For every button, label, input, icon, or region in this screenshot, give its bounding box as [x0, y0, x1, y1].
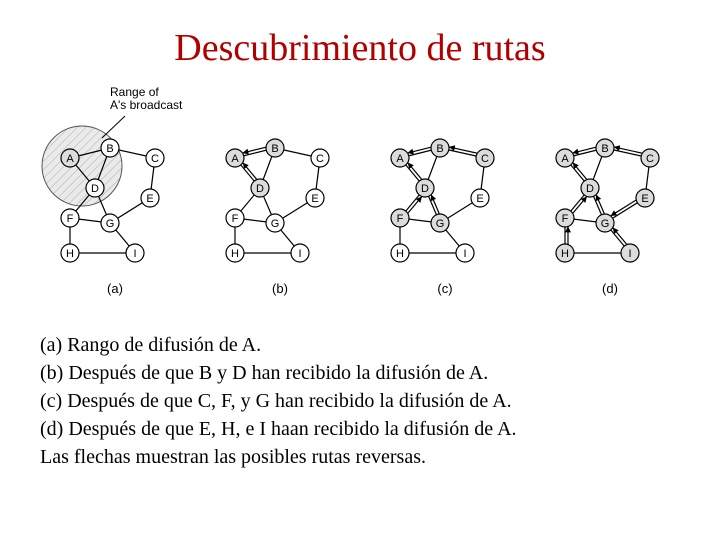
- diagram-panel-a: A B C D E F G H I (a): [40, 88, 190, 318]
- svg-text:A: A: [231, 153, 239, 165]
- svg-text:A: A: [561, 153, 569, 165]
- svg-text:H: H: [396, 248, 404, 260]
- caption-d: (d) Después de que E, H, e I haan recibi…: [40, 416, 680, 442]
- svg-text:D: D: [256, 183, 264, 195]
- svg-text:F: F: [397, 213, 404, 225]
- diagram-panel-d: A B C D E F G H I (d): [535, 88, 685, 318]
- svg-text:H: H: [66, 248, 74, 260]
- caption-list: (a) Rango de difusión de A. (b) Después …: [40, 332, 680, 470]
- svg-text:G: G: [601, 218, 610, 230]
- svg-text:G: G: [271, 218, 280, 230]
- svg-text:E: E: [476, 193, 483, 205]
- figure-area: Range of A's broadcast ABCDEFGHI(a) ABCD…: [40, 88, 680, 318]
- diagram-panel-b: A B C D E F G H I (b): [205, 88, 355, 318]
- page-title: Descubrimiento de rutas: [40, 26, 680, 70]
- svg-text:I: I: [463, 248, 466, 260]
- caption-a: (a) Rango de difusión de A.: [40, 332, 680, 358]
- svg-text:D: D: [91, 183, 99, 195]
- svg-text:G: G: [106, 218, 115, 230]
- svg-text:C: C: [151, 153, 159, 165]
- svg-text:I: I: [298, 248, 301, 260]
- svg-text:C: C: [481, 153, 489, 165]
- svg-text:(a): (a): [107, 281, 123, 296]
- svg-text:C: C: [316, 153, 324, 165]
- svg-text:E: E: [641, 193, 648, 205]
- svg-text:H: H: [561, 248, 569, 260]
- svg-text:A: A: [66, 153, 74, 165]
- svg-text:G: G: [436, 218, 445, 230]
- svg-text:B: B: [106, 143, 113, 155]
- svg-text:F: F: [232, 213, 239, 225]
- caption-note: Las flechas muestran las posibles rutas …: [40, 444, 680, 470]
- svg-text:I: I: [133, 248, 136, 260]
- diagram-panel-c: A B C D E F G H I (c): [370, 88, 520, 318]
- svg-text:E: E: [146, 193, 153, 205]
- svg-text:C: C: [646, 153, 654, 165]
- svg-text:(c): (c): [437, 281, 452, 296]
- svg-text:B: B: [271, 143, 278, 155]
- svg-text:(b): (b): [272, 281, 288, 296]
- svg-text:H: H: [231, 248, 239, 260]
- svg-text:B: B: [601, 143, 608, 155]
- caption-b: (b) Después de que B y D han recibido la…: [40, 360, 680, 386]
- svg-text:F: F: [67, 213, 74, 225]
- svg-text:D: D: [586, 183, 594, 195]
- svg-text:A: A: [396, 153, 404, 165]
- caption-c: (c) Después de que C, F, y G han recibid…: [40, 388, 680, 414]
- svg-text:I: I: [628, 248, 631, 260]
- svg-text:(d): (d): [602, 281, 618, 296]
- svg-text:F: F: [562, 213, 569, 225]
- svg-text:D: D: [421, 183, 429, 195]
- svg-text:E: E: [311, 193, 318, 205]
- svg-text:B: B: [436, 143, 443, 155]
